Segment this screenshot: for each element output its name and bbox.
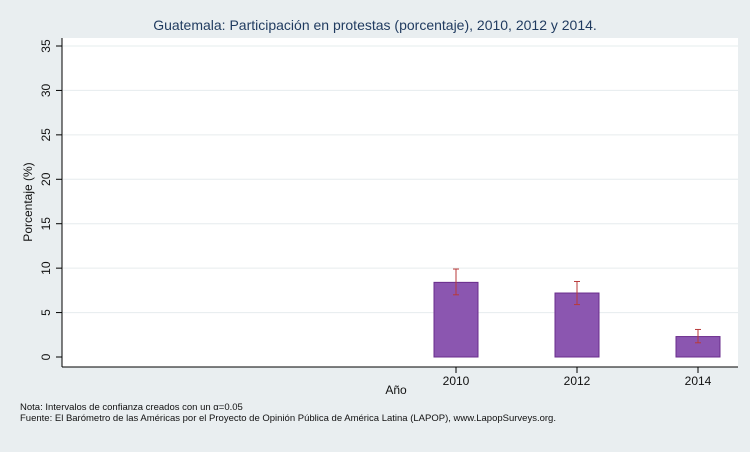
y-axis-label: Porcentaje (%)	[21, 162, 35, 241]
source-note: Fuente: El Barómetro de las Américas por…	[20, 413, 556, 424]
chart-title: Guatemala: Participación en protestas (p…	[153, 17, 597, 33]
gridlines	[63, 45, 738, 314]
x-tick-label-2010: 2010	[443, 374, 470, 388]
confidence-note: Nota: Intervalos de confianza creados co…	[20, 402, 243, 413]
y-tick-label: 20	[39, 172, 53, 186]
y-tick-label: 35	[39, 39, 53, 53]
error-bars-group	[453, 268, 701, 344]
x-tick-labels: 2010 2012 2014	[443, 367, 712, 388]
y-tick-label: 15	[39, 217, 53, 231]
y-tick-label: 30	[39, 83, 53, 97]
x-tick-label-2012: 2012	[564, 374, 591, 388]
plot-area	[62, 38, 738, 367]
y-tick-label: 5	[39, 309, 53, 316]
y-tick-label: 0	[39, 353, 53, 360]
y-tick-label: 10	[39, 261, 53, 275]
y-tick-labels: 0 5 10 15 20 25 30 35	[39, 39, 62, 360]
x-axis-label: Año	[385, 383, 407, 397]
y-tick-label: 25	[39, 128, 53, 142]
x-tick-label-2014: 2014	[685, 374, 712, 388]
